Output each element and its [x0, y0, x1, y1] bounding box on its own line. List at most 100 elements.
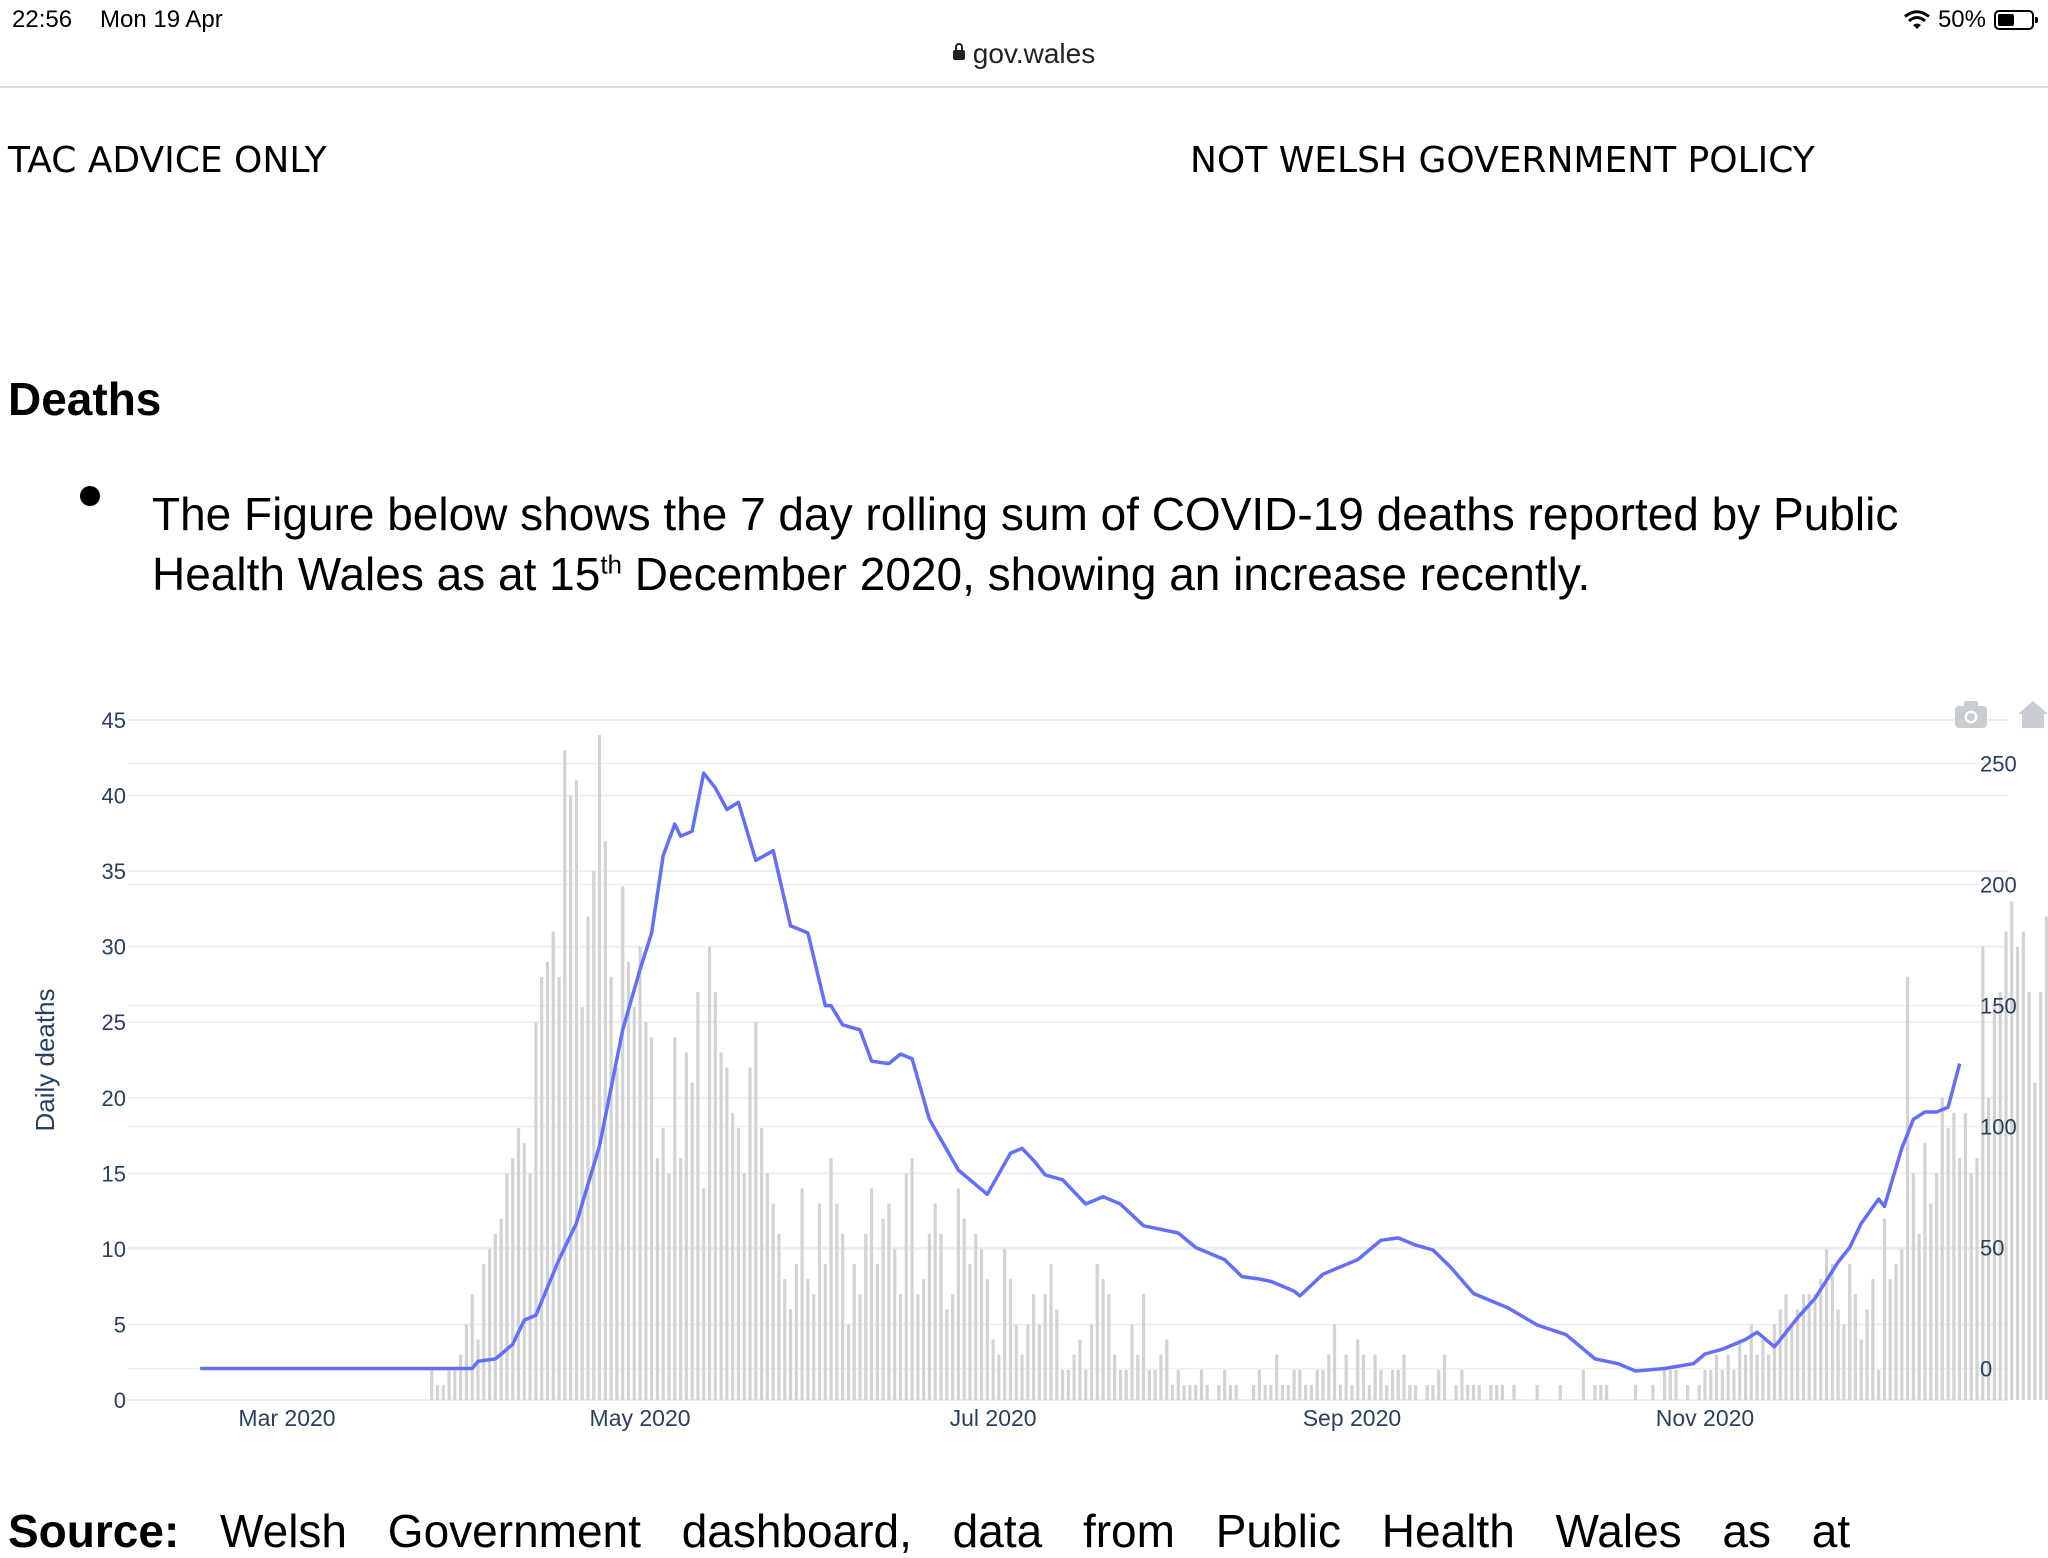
bar	[441, 1384, 445, 1400]
bar	[1199, 1369, 1204, 1400]
bar	[1888, 1279, 1892, 1400]
bar	[817, 1203, 822, 1400]
y-left-tick-label: 25	[102, 1010, 126, 1035]
bullet-point	[80, 486, 100, 506]
bar	[1008, 1279, 1013, 1400]
bar	[1292, 1369, 1296, 1400]
bar	[534, 1022, 538, 1400]
bar	[945, 1309, 949, 1400]
bar	[1078, 1339, 1082, 1400]
bar	[511, 1158, 515, 1400]
bar	[684, 1052, 688, 1400]
bar	[956, 1188, 960, 1400]
bar	[1958, 1158, 1962, 1400]
y-right-tick-label: 50	[1980, 1236, 2004, 1261]
bar	[985, 1279, 989, 1400]
bar	[1431, 1384, 1435, 1400]
bar	[1263, 1384, 1267, 1400]
bar	[1836, 1309, 1840, 1400]
bar	[1772, 1324, 1777, 1400]
home-icon[interactable]	[2018, 701, 2048, 728]
camera-icon[interactable]	[1955, 701, 1987, 728]
bar	[470, 1294, 474, 1400]
bar	[673, 1037, 677, 1400]
bar	[719, 1052, 723, 1400]
bar	[1257, 1369, 1261, 1400]
bar	[615, 1067, 619, 1400]
bar	[1697, 1384, 1701, 1400]
bar	[1599, 1384, 1603, 1400]
bar	[1095, 1264, 1099, 1400]
bar	[2021, 931, 2025, 1400]
bar	[991, 1339, 995, 1400]
battery-percent: 50%	[1937, 6, 1986, 33]
bar	[696, 992, 700, 1400]
bar	[1674, 1369, 1678, 1400]
bar	[1813, 1294, 1817, 1400]
bar	[1981, 946, 1985, 1400]
address-bar[interactable]: gov.wales	[0, 38, 2048, 70]
bar	[609, 976, 613, 1400]
bar	[1385, 1384, 1389, 1400]
ios-status-bar: 22:56 Mon 19 Apr gov.wales 50%	[0, 0, 2048, 88]
bar	[800, 1188, 804, 1400]
bar	[1512, 1384, 1516, 1400]
x-tick-label: May 2020	[590, 1405, 691, 1431]
bar	[493, 1233, 497, 1400]
bar	[1147, 1369, 1151, 1400]
bar	[1390, 1369, 1395, 1400]
bar	[1321, 1369, 1325, 1400]
bar	[754, 1022, 758, 1400]
bar	[852, 1264, 856, 1400]
bar	[916, 1294, 920, 1400]
deaths-chart: 0 5 10 15 20 25 30 35 40 45 0 50 100 150 200 250 Daily d…	[0, 690, 2048, 1460]
bar	[1408, 1384, 1412, 1400]
bar	[1929, 1203, 1933, 1400]
bar	[1113, 1354, 1117, 1400]
bullet-paragraph: The Figure below shows the 7 day rolling…	[152, 488, 1899, 600]
bar	[1170, 1384, 1175, 1400]
section-title: Deaths	[8, 373, 162, 425]
bar	[528, 1173, 532, 1400]
y-right-tick-label: 100	[1980, 1115, 2017, 1140]
bar	[522, 1143, 526, 1400]
line-series-rolling-sum	[200, 771, 1962, 1373]
bar	[1651, 1384, 1655, 1400]
bar	[893, 1248, 897, 1400]
bar	[1709, 1369, 1713, 1400]
bar	[997, 1354, 1001, 1400]
bar	[1223, 1369, 1227, 1400]
bar	[881, 1218, 885, 1400]
bar	[962, 1218, 966, 1400]
y-left-tick-label: 5	[114, 1312, 126, 1337]
bar	[1558, 1384, 1562, 1400]
y-left-tick-label: 0	[114, 1388, 126, 1413]
bar	[447, 1369, 451, 1400]
bar	[1495, 1384, 1499, 1400]
bar	[650, 1037, 654, 1400]
modebar[interactable]	[1955, 701, 2048, 728]
bar	[1911, 1173, 1915, 1400]
bar	[1969, 1173, 1973, 1400]
bar	[621, 886, 625, 1400]
y-axis-label: Daily deaths	[30, 988, 60, 1131]
bar	[2015, 946, 2020, 1400]
bar	[1014, 1324, 1018, 1400]
header-left-label: TAC ADVICE ONLY	[8, 140, 327, 181]
bar	[1367, 1384, 1371, 1400]
bar	[487, 1248, 492, 1400]
bar	[806, 1279, 810, 1400]
bar	[2039, 992, 2043, 1400]
bar	[1761, 1339, 1765, 1400]
bar	[1159, 1354, 1163, 1400]
bar	[1338, 1384, 1342, 1400]
bar	[933, 1203, 937, 1400]
bar	[1003, 1248, 1007, 1400]
bar	[1304, 1384, 1308, 1400]
bar	[1703, 1369, 1707, 1400]
bar	[1992, 1007, 1996, 1400]
bar	[1848, 1264, 1852, 1400]
bar	[777, 1233, 781, 1400]
bar	[898, 1294, 903, 1400]
y-left-tick-label: 30	[102, 935, 126, 960]
